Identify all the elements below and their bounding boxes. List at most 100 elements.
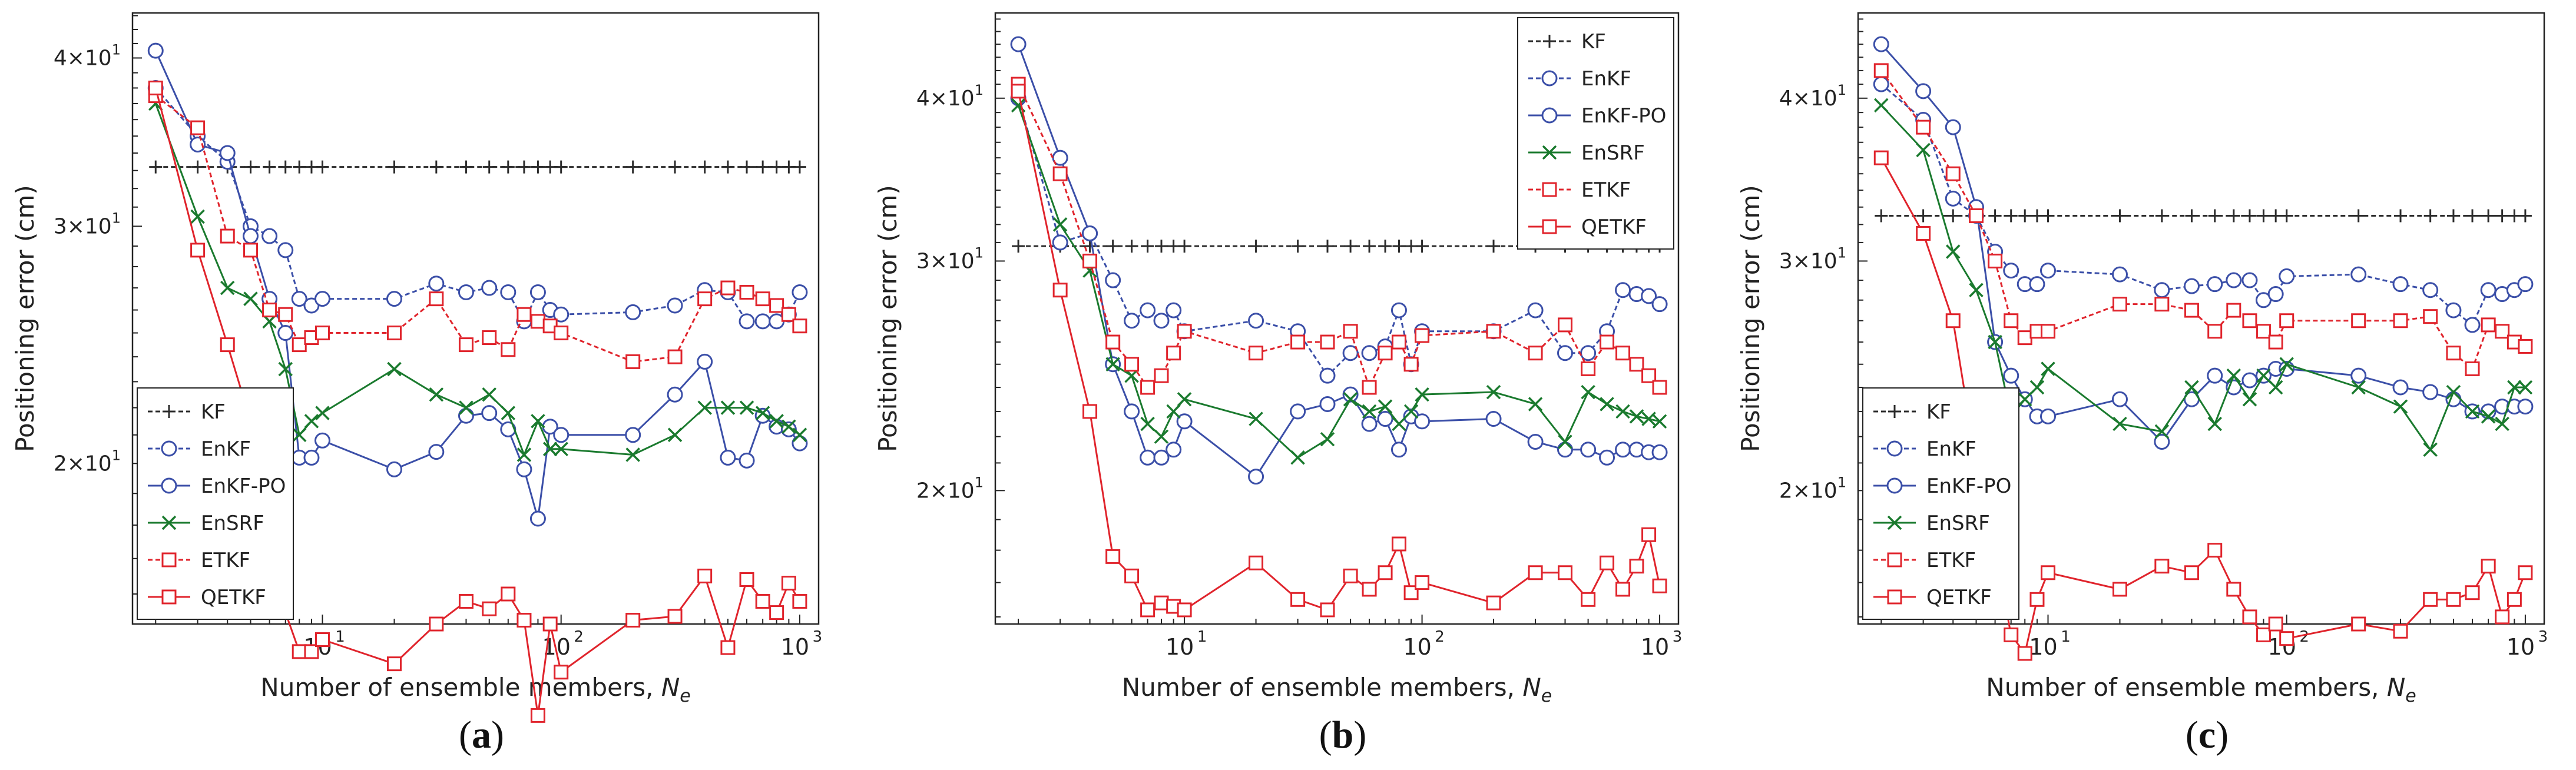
data-point xyxy=(2279,357,2294,371)
data-point xyxy=(2482,209,2495,223)
data-point xyxy=(1361,416,1378,432)
data-point xyxy=(1946,209,1960,223)
data-point xyxy=(1343,392,1358,407)
x-tick-label: 10 xyxy=(2029,634,2057,660)
data-point xyxy=(667,297,683,314)
data-point xyxy=(2446,384,2461,400)
data-point xyxy=(2495,324,2510,339)
data-point xyxy=(1342,345,1359,361)
data-point xyxy=(386,656,402,672)
series-etkf xyxy=(1011,77,1667,395)
data-point xyxy=(1557,317,1572,333)
data-point xyxy=(1528,397,1543,411)
data-point xyxy=(279,160,292,174)
data-point xyxy=(739,452,755,469)
data-point xyxy=(386,291,402,307)
data-point xyxy=(2184,380,2199,395)
data-point xyxy=(739,313,755,330)
data-point xyxy=(1362,582,1377,597)
data-point xyxy=(1319,396,1336,412)
x-tick-exponent: 2 xyxy=(2299,628,2309,646)
data-point xyxy=(1641,368,1657,383)
panel-caption: (b) xyxy=(1319,713,1367,756)
data-point xyxy=(2242,313,2257,328)
legend-marker xyxy=(1886,440,1903,457)
data-point xyxy=(459,400,474,415)
legend-label: QETKF xyxy=(1926,586,1992,609)
data-point xyxy=(2518,380,2533,395)
data-point xyxy=(1392,416,1406,432)
y-tick-label: 4×101 xyxy=(916,82,984,111)
data-point xyxy=(277,242,294,258)
data-point xyxy=(262,303,277,318)
data-point xyxy=(720,280,736,296)
data-point xyxy=(2227,209,2240,223)
data-point xyxy=(667,609,683,624)
data-point xyxy=(1052,234,1068,251)
data-point xyxy=(2269,209,2283,223)
data-point xyxy=(2256,627,2271,642)
data-point xyxy=(1600,555,1615,570)
data-point xyxy=(2029,592,2045,607)
data-point xyxy=(770,160,783,174)
data-point xyxy=(1615,282,1631,298)
data-point xyxy=(2350,266,2367,283)
data-point xyxy=(1599,449,1615,466)
data-point xyxy=(1320,432,1335,447)
x-tick-label: 10 xyxy=(1403,634,1431,660)
data-point xyxy=(2268,334,2283,350)
data-point xyxy=(554,665,569,680)
legend-marker xyxy=(1887,589,1902,605)
data-point xyxy=(2207,367,2223,384)
x-tick-exponent: 3 xyxy=(2538,628,2548,646)
data-point xyxy=(458,407,474,424)
data-point xyxy=(1915,83,1932,99)
data-point xyxy=(1248,469,1264,485)
x-tick-exponent: 1 xyxy=(1197,628,1207,646)
data-point xyxy=(1615,442,1631,458)
data-point xyxy=(739,400,754,415)
series-etkf xyxy=(1873,63,2533,376)
legend-label: EnKF-PO xyxy=(1581,104,1666,128)
data-point xyxy=(2112,297,2127,312)
data-point xyxy=(2029,380,2045,395)
data-point xyxy=(2207,276,2223,293)
data-point xyxy=(1105,357,1120,371)
data-point xyxy=(1874,98,1889,113)
data-point xyxy=(720,400,736,415)
data-point xyxy=(263,160,276,174)
data-point xyxy=(1153,313,1170,329)
legend-label: QETKF xyxy=(201,586,266,609)
panel-caption: (c) xyxy=(2186,713,2229,756)
data-point xyxy=(1154,368,1169,383)
data-point xyxy=(2039,263,2056,279)
data-point xyxy=(316,160,329,174)
data-point xyxy=(1125,240,1138,253)
data-point xyxy=(220,280,235,296)
data-point xyxy=(2154,297,2170,312)
data-point xyxy=(1527,302,1544,318)
data-point xyxy=(1124,313,1140,329)
data-point xyxy=(1083,240,1097,253)
data-point xyxy=(1249,555,1264,570)
data-point xyxy=(2507,380,2522,395)
data-point xyxy=(482,601,497,616)
y-tick-label: 2×101 xyxy=(1779,474,1846,503)
data-point xyxy=(190,209,205,224)
legend-label: EnKF xyxy=(1926,437,1976,461)
data-point xyxy=(314,632,330,648)
data-point xyxy=(2517,276,2534,293)
data-point xyxy=(1166,302,1182,318)
y-tick-label: 3×101 xyxy=(916,244,984,273)
data-point xyxy=(1415,328,1430,343)
data-point xyxy=(2423,442,2438,457)
data-point xyxy=(516,307,532,322)
legend-marker xyxy=(1888,405,1901,418)
data-point xyxy=(1969,283,1984,297)
data-point xyxy=(2242,609,2257,625)
data-point xyxy=(219,145,236,161)
data-point xyxy=(625,612,641,628)
data-point xyxy=(2003,263,2019,279)
